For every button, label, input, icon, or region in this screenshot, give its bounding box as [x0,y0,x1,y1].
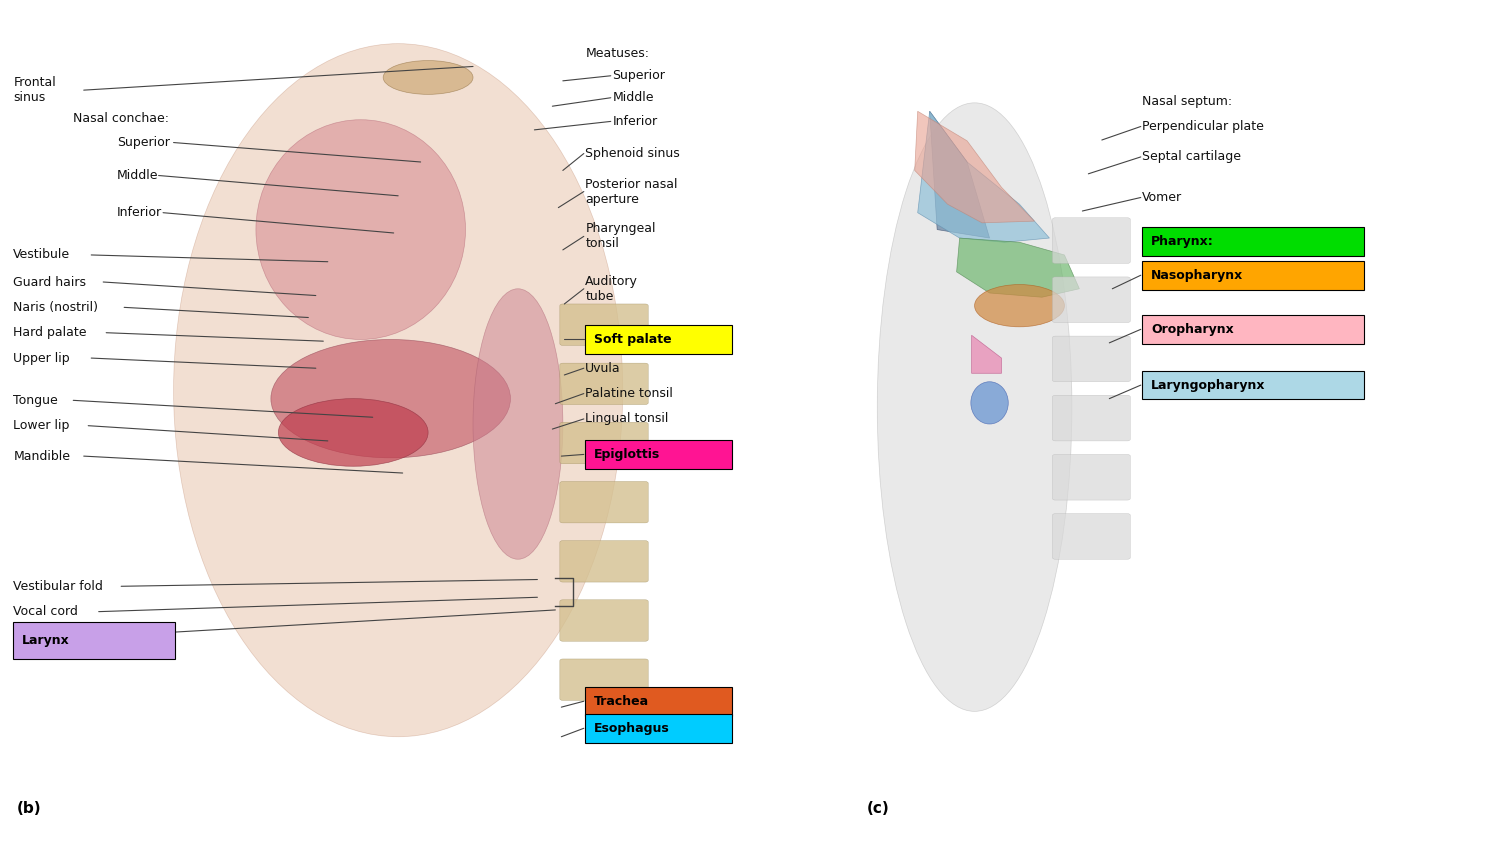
FancyBboxPatch shape [1053,277,1131,322]
FancyBboxPatch shape [560,541,648,582]
Text: Larynx: Larynx [13,635,55,649]
Text: Lingual tonsil: Lingual tonsil [585,412,669,426]
Text: Esophagus: Esophagus [594,722,670,734]
Ellipse shape [878,103,1072,711]
Text: Palatine tonsil: Palatine tonsil [585,387,674,400]
FancyBboxPatch shape [585,687,732,716]
FancyBboxPatch shape [560,363,648,404]
FancyBboxPatch shape [13,622,176,659]
Text: Upper lip: Upper lip [13,352,70,365]
Text: Epiglottis: Epiglottis [594,448,660,461]
FancyBboxPatch shape [585,325,732,354]
FancyBboxPatch shape [1143,371,1364,399]
Text: Larynx: Larynx [22,633,70,647]
Text: Vestibule: Vestibule [13,248,70,261]
Text: Vestibular fold: Vestibular fold [13,580,104,593]
Ellipse shape [279,399,428,466]
FancyBboxPatch shape [560,422,648,464]
FancyBboxPatch shape [560,659,648,700]
Text: Middle: Middle [612,92,654,104]
Polygon shape [972,335,1002,373]
Text: Inferior: Inferior [117,206,162,219]
Text: (b): (b) [16,801,40,816]
Text: Auditory
tube: Auditory tube [585,275,638,303]
Ellipse shape [970,382,1008,424]
Ellipse shape [975,285,1065,326]
Text: Uvula: Uvula [585,362,621,375]
Text: Meatuses:: Meatuses: [585,47,650,60]
Text: Pharyngeal
tonsil: Pharyngeal tonsil [585,222,656,250]
Text: Superior: Superior [612,70,664,82]
FancyBboxPatch shape [560,482,648,523]
FancyBboxPatch shape [1143,227,1364,256]
Polygon shape [918,111,1050,243]
Text: Frontal
sinus: Frontal sinus [13,76,55,104]
Text: Inferior: Inferior [612,115,657,128]
Text: Nasal conchae:: Nasal conchae: [74,112,170,125]
FancyBboxPatch shape [560,600,648,641]
FancyBboxPatch shape [585,440,732,469]
Polygon shape [957,238,1080,297]
FancyBboxPatch shape [585,714,732,743]
FancyBboxPatch shape [1143,261,1364,290]
Text: Mandible: Mandible [13,449,70,463]
Ellipse shape [272,339,510,458]
Ellipse shape [382,60,472,94]
Text: Nasopharynx: Nasopharynx [1152,269,1244,282]
Text: Tongue: Tongue [13,393,58,407]
Text: Middle: Middle [117,169,158,182]
Text: Pharynx:: Pharynx: [1152,235,1214,248]
FancyBboxPatch shape [1053,514,1131,559]
Text: Nasal septum:: Nasal septum: [1143,95,1233,108]
Ellipse shape [256,120,465,339]
Text: Sphenoid sinus: Sphenoid sinus [585,147,680,160]
Text: Naris (nostril): Naris (nostril) [13,301,99,314]
Text: Septal cartilage: Septal cartilage [1143,150,1242,164]
FancyBboxPatch shape [560,304,648,345]
Ellipse shape [174,43,622,737]
Polygon shape [930,111,990,238]
Text: Hard palate: Hard palate [13,326,87,339]
Text: Trachea: Trachea [594,695,650,708]
Text: Lower lip: Lower lip [13,419,69,432]
Text: Oropharynx: Oropharynx [1152,323,1234,336]
Polygon shape [915,111,1035,223]
FancyBboxPatch shape [1053,455,1131,500]
Text: Vomer: Vomer [1143,191,1182,204]
Text: (c): (c) [867,801,889,816]
FancyBboxPatch shape [1143,315,1364,343]
FancyBboxPatch shape [1053,336,1131,382]
FancyBboxPatch shape [1053,395,1131,441]
Ellipse shape [472,289,562,559]
Text: Superior: Superior [117,136,170,149]
Text: Laryngopharynx: Laryngopharynx [1152,378,1266,392]
Text: Perpendicular plate: Perpendicular plate [1143,120,1264,133]
Text: Posterior nasal
aperture: Posterior nasal aperture [585,177,678,205]
Text: Soft palate: Soft palate [594,333,672,346]
FancyBboxPatch shape [1053,218,1131,264]
Text: Vocal cord: Vocal cord [13,605,78,618]
Text: Guard hairs: Guard hairs [13,276,87,288]
